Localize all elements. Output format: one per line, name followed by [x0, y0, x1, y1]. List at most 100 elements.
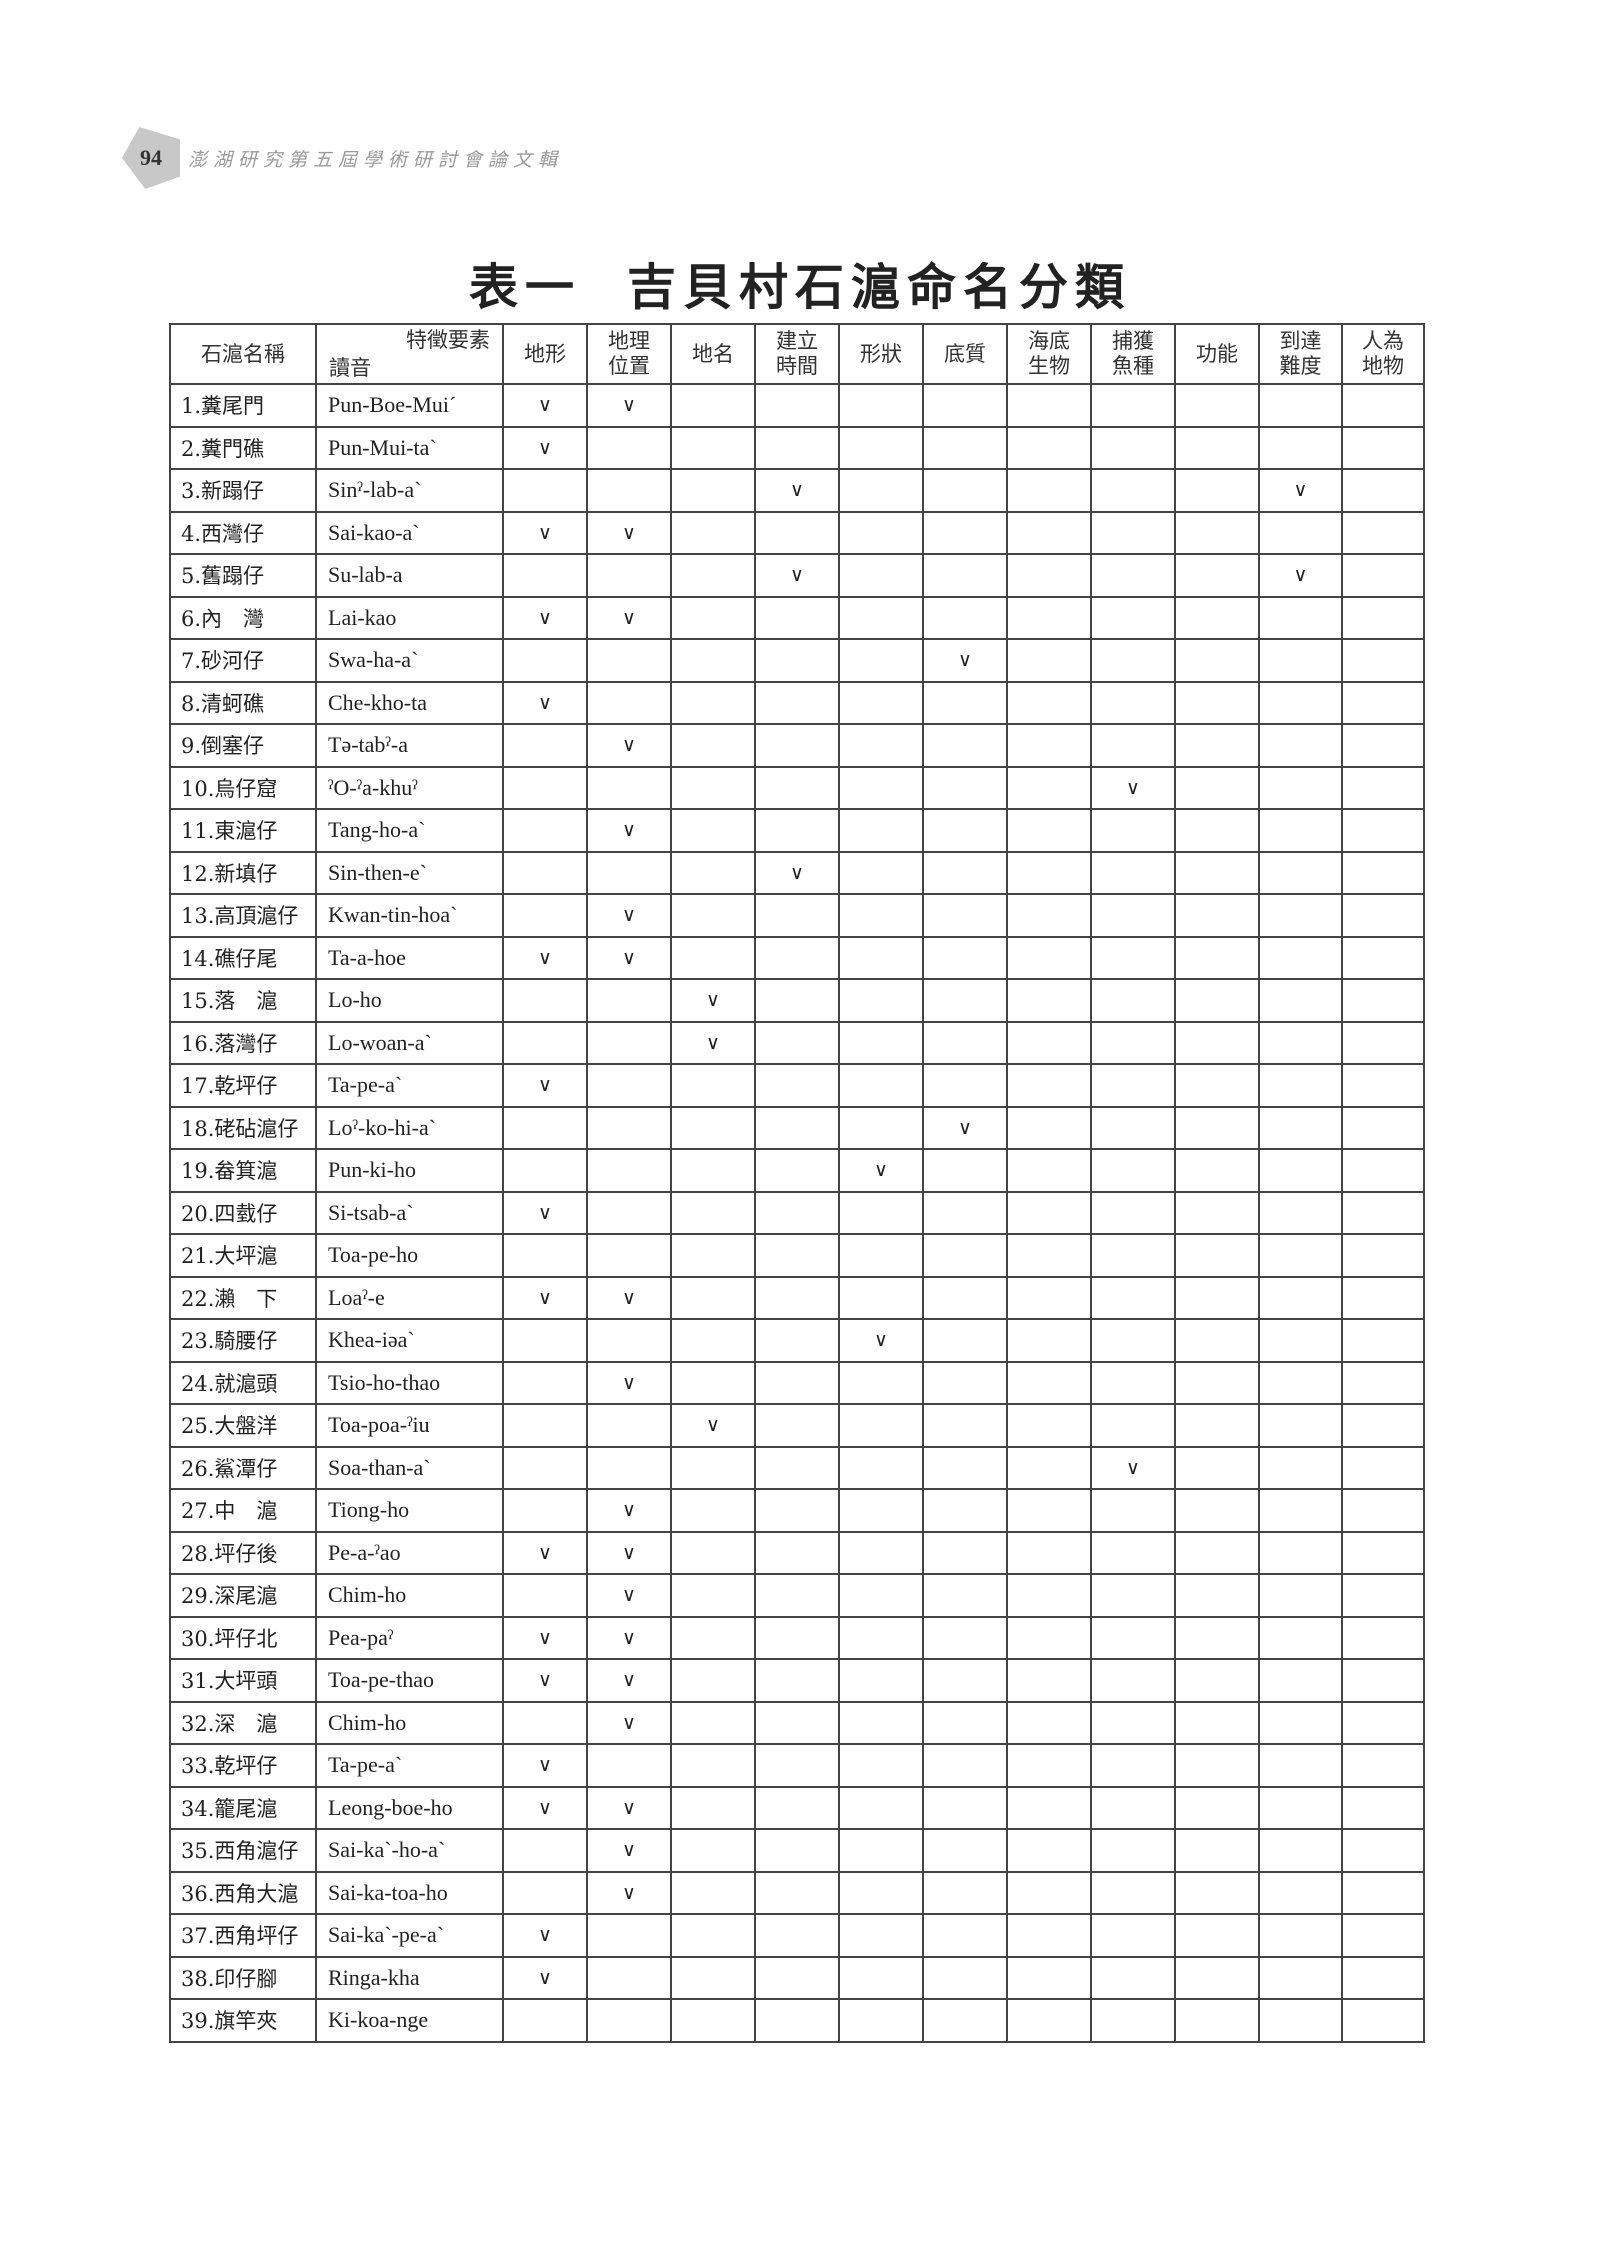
empty-cell — [1341, 1360, 1425, 1405]
empty-cell — [754, 1573, 840, 1618]
empty-cell — [922, 1233, 1008, 1278]
empty-cell — [1341, 383, 1425, 428]
page-number-badge: 94 — [122, 127, 180, 189]
empty-cell — [670, 1275, 756, 1320]
header-column: 地形 — [502, 323, 588, 385]
check-mark-cell: ∨ — [838, 1148, 924, 1193]
empty-cell — [838, 680, 924, 725]
weir-reading: Chim-ho — [315, 1573, 504, 1618]
empty-cell — [922, 1828, 1008, 1873]
empty-cell — [1090, 1658, 1176, 1703]
empty-cell — [922, 1020, 1008, 1065]
empty-cell — [1258, 1530, 1343, 1575]
empty-cell — [1258, 1998, 1343, 2043]
check-mark-icon: ∨ — [622, 1371, 636, 1394]
empty-cell — [1090, 1360, 1176, 1405]
weir-name: 8.清蚵礁 — [169, 680, 317, 725]
empty-cell — [502, 1488, 588, 1533]
empty-cell — [1341, 553, 1425, 598]
weir-name: 16.落灣仔 — [169, 1020, 317, 1065]
weir-reading: Si-tsab-aˋ — [315, 1190, 504, 1235]
empty-cell — [754, 1190, 840, 1235]
empty-cell — [1174, 978, 1260, 1023]
weir-reading: Sai-kao-aˋ — [315, 510, 504, 555]
empty-cell — [922, 1190, 1008, 1235]
empty-cell — [838, 1955, 924, 2000]
empty-cell — [1258, 1275, 1343, 1320]
empty-cell — [838, 1913, 924, 1958]
empty-cell — [838, 1190, 924, 1235]
empty-cell — [1341, 1998, 1425, 2043]
check-mark-cell: ∨ — [586, 935, 672, 980]
empty-cell — [502, 808, 588, 853]
weir-reading: Su-lab-a — [315, 553, 504, 598]
empty-cell — [838, 1233, 924, 1278]
check-mark-icon: ∨ — [622, 1286, 636, 1309]
weir-reading: Khea-iəaˋ — [315, 1318, 504, 1363]
empty-cell — [1341, 468, 1425, 513]
empty-cell — [1006, 1403, 1092, 1448]
empty-cell — [754, 425, 840, 470]
empty-cell — [1090, 1233, 1176, 1278]
empty-cell — [922, 425, 1008, 470]
empty-cell — [1341, 1488, 1425, 1533]
table-row: 30.坪仔北 Pea-paˀ ∨ ∨ — [169, 1615, 1425, 1660]
empty-cell — [754, 893, 840, 938]
empty-cell — [838, 1700, 924, 1745]
empty-cell — [1174, 1955, 1260, 2000]
check-mark-icon: ∨ — [538, 1966, 552, 1989]
empty-cell — [922, 723, 1008, 768]
empty-cell — [1341, 808, 1425, 853]
weir-name: 26.鯊潭仔 — [169, 1445, 317, 1490]
empty-cell — [754, 383, 840, 428]
empty-cell — [838, 638, 924, 683]
check-mark-icon: ∨ — [622, 1881, 636, 1904]
empty-cell — [1090, 680, 1176, 725]
empty-cell — [502, 1998, 588, 2043]
table-row: 14.礁仔尾 Ta-a-hoe ∨ ∨ — [169, 935, 1425, 980]
check-mark-icon: ∨ — [790, 861, 804, 884]
weir-name: 14.礁仔尾 — [169, 935, 317, 980]
weir-name: 34.籠尾滬 — [169, 1785, 317, 1830]
check-mark-icon: ∨ — [622, 1839, 636, 1862]
empty-cell — [1341, 1020, 1425, 1065]
check-mark-icon: ∨ — [538, 1626, 552, 1649]
empty-cell — [1341, 1233, 1425, 1278]
empty-cell — [838, 765, 924, 810]
empty-cell — [1006, 638, 1092, 683]
check-mark-cell: ∨ — [754, 468, 840, 513]
empty-cell — [1006, 850, 1092, 895]
empty-cell — [754, 935, 840, 980]
empty-cell — [1174, 1828, 1260, 1873]
empty-cell — [754, 808, 840, 853]
weir-name: 29.深尾滬 — [169, 1573, 317, 1618]
empty-cell — [502, 1403, 588, 1448]
empty-cell — [1006, 723, 1092, 768]
check-mark-icon: ∨ — [538, 946, 552, 969]
empty-cell — [1341, 1105, 1425, 1150]
check-mark-cell: ∨ — [754, 553, 840, 598]
header-column: 人為 地物 — [1341, 323, 1425, 385]
weir-reading: Lo-ho — [315, 978, 504, 1023]
table-row: 27.中 滬 Tiong-ho ∨ — [169, 1488, 1425, 1533]
header-column-line: 地形 — [524, 341, 566, 366]
check-mark-icon: ∨ — [538, 1286, 552, 1309]
weir-reading: Leong-boe-ho — [315, 1785, 504, 1830]
table-row: 16.落灣仔 Lo-woan-aˋ ∨ — [169, 1020, 1425, 1065]
empty-cell — [1174, 1020, 1260, 1065]
header-column: 功能 — [1174, 323, 1260, 385]
journal-title: 澎湖研究第五屆學術研討會論文輯 — [188, 148, 564, 171]
empty-cell — [670, 808, 756, 853]
weir-reading: Pe-a-ˀao — [315, 1530, 504, 1575]
check-mark-cell: ∨ — [670, 1020, 756, 1065]
check-mark-cell: ∨ — [586, 723, 672, 768]
empty-cell — [1090, 978, 1176, 1023]
weir-name: 23.騎腰仔 — [169, 1318, 317, 1363]
empty-cell — [1090, 1913, 1176, 1958]
weir-name: 30.坪仔北 — [169, 1615, 317, 1660]
empty-cell — [1341, 1530, 1425, 1575]
empty-cell — [838, 510, 924, 555]
empty-cell — [1090, 1573, 1176, 1618]
table-row: 29.深尾滬 Chim-ho ∨ — [169, 1573, 1425, 1618]
empty-cell — [754, 1530, 840, 1575]
